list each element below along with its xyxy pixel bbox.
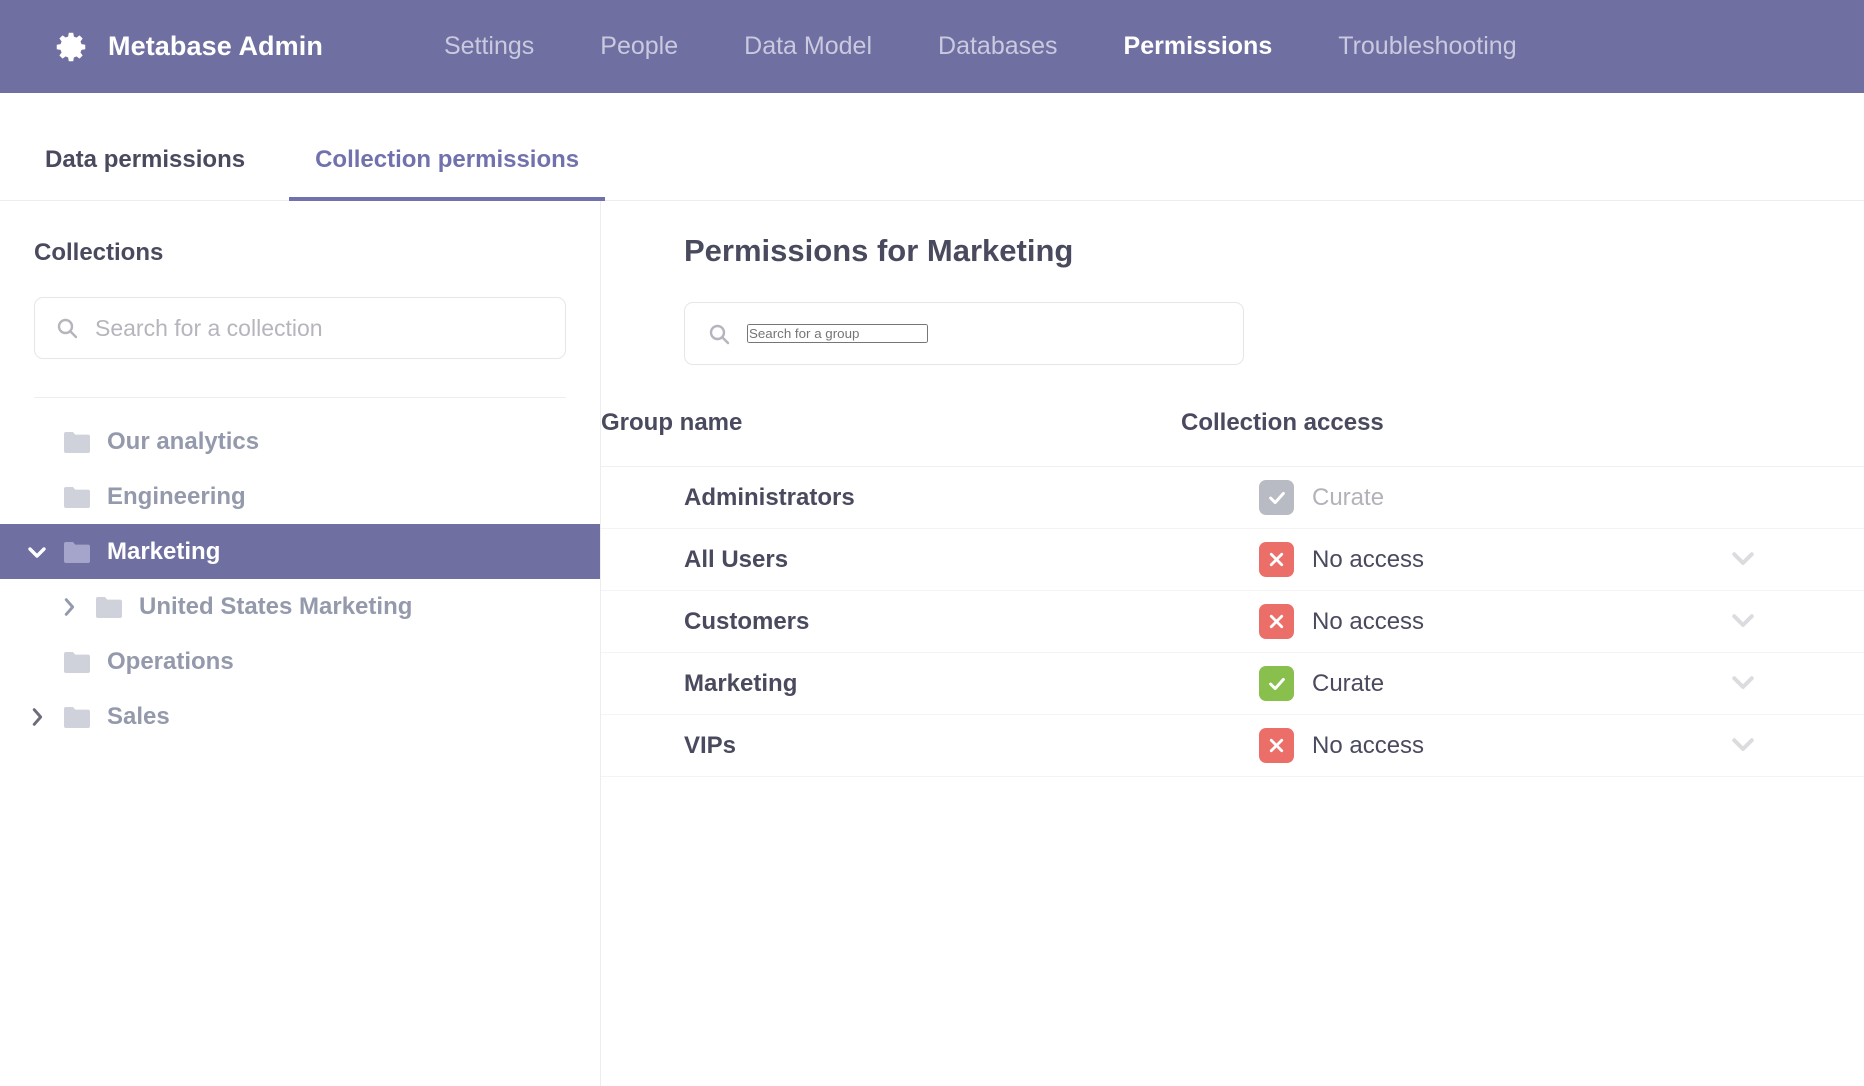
access-dropdown-cell	[1650, 466, 1864, 529]
folder-icon	[64, 431, 90, 453]
group-name-cell: Administrators	[601, 466, 1181, 529]
sidebar-divider	[34, 397, 566, 398]
folder-icon	[64, 651, 90, 673]
brand-logo[interactable]: Metabase Admin	[52, 28, 323, 66]
chevron-down-icon[interactable]	[1726, 665, 1760, 699]
column-header-group-name: Group name	[601, 409, 1181, 467]
sidebar-item-our-analytics[interactable]: Our analytics	[0, 414, 600, 469]
nav-link-permissions[interactable]: Permissions	[1123, 32, 1273, 60]
collection-search-box[interactable]	[34, 297, 566, 359]
sidebar-item-label: Our analytics	[107, 427, 260, 455]
sidebar-item-sales[interactable]: Sales	[0, 689, 600, 744]
table-row: VIPs No access	[601, 714, 1864, 777]
access-dropdown-cell[interactable]	[1650, 714, 1864, 777]
check-icon	[1259, 666, 1294, 701]
group-name-cell: VIPs	[601, 714, 1181, 777]
group-name-cell: Marketing	[601, 652, 1181, 715]
folder-icon	[96, 596, 122, 618]
column-header-spacer	[1650, 409, 1864, 467]
x-icon	[1259, 728, 1294, 763]
nav-link-data-model[interactable]: Data Model	[744, 32, 873, 60]
permissions-tabbar: Data permissions Collection permissions	[0, 93, 1864, 201]
group-name-cell: All Users	[601, 528, 1181, 591]
collection-access-cell: Curate	[1181, 466, 1650, 529]
table-row: Administrators Curate	[601, 466, 1864, 529]
gear-icon	[52, 28, 90, 66]
sidebar-item-engineering[interactable]: Engineering	[0, 469, 600, 524]
access-label: Curate	[1312, 483, 1385, 511]
chevron-right-icon[interactable]	[54, 596, 84, 618]
collection-access-cell[interactable]: No access	[1181, 714, 1650, 777]
sidebar-item-united-states-marketing[interactable]: United States Marketing	[0, 579, 600, 634]
folder-icon	[64, 541, 90, 563]
collections-sidebar: Collections Our analytics	[0, 201, 601, 1086]
group-search-input[interactable]	[747, 324, 928, 343]
nav-link-people[interactable]: People	[600, 32, 679, 60]
admin-top-nav: Metabase Admin Settings People Data Mode…	[0, 0, 1864, 93]
permissions-main-panel: Permissions for Marketing Group name Col…	[601, 201, 1864, 1086]
group-search-box[interactable]	[684, 302, 1244, 365]
sidebar-item-label: United States Marketing	[139, 592, 413, 620]
x-icon	[1259, 604, 1294, 639]
collection-access-cell[interactable]: Curate	[1181, 652, 1650, 715]
nav-links: Settings People Data Model Databases Per…	[411, 26, 1550, 67]
collection-search-input[interactable]	[95, 314, 545, 342]
group-search-wrap	[601, 302, 1864, 365]
chevron-down-icon[interactable]	[1726, 541, 1760, 575]
sidebar-item-marketing[interactable]: Marketing	[0, 524, 600, 579]
chevron-right-icon[interactable]	[22, 706, 52, 728]
search-icon	[707, 322, 731, 346]
sidebar-item-label: Operations	[107, 647, 234, 675]
access-label: No access	[1312, 607, 1425, 635]
table-row: Marketing Curate	[601, 652, 1864, 715]
access-dropdown-cell[interactable]	[1650, 590, 1864, 653]
folder-icon	[64, 706, 90, 728]
collections-tree: Our analytics Engineering Marketing	[0, 398, 600, 744]
tab-collection-permissions[interactable]: Collection permissions	[289, 146, 606, 201]
group-permissions-table: Group name Collection access Administrat…	[601, 409, 1864, 777]
table-row: All Users No access	[601, 528, 1864, 591]
sidebar-item-label: Sales	[107, 702, 170, 730]
column-header-collection-access: Collection access	[1181, 409, 1650, 467]
sidebar-item-operations[interactable]: Operations	[0, 634, 600, 689]
group-name-cell: Customers	[601, 590, 1181, 653]
sidebar-title: Collections	[34, 239, 164, 266]
sidebar-item-label: Engineering	[107, 482, 246, 510]
access-dropdown-cell[interactable]	[1650, 528, 1864, 591]
table-row: Customers No access	[601, 590, 1864, 653]
brand-title: Metabase Admin	[108, 31, 323, 61]
folder-icon	[64, 486, 90, 508]
collection-access-cell[interactable]: No access	[1181, 528, 1650, 591]
access-dropdown-cell[interactable]	[1650, 652, 1864, 715]
sidebar-header: Collections	[0, 201, 600, 398]
sidebar-item-label: Marketing	[107, 537, 221, 565]
check-icon	[1259, 480, 1294, 515]
collection-access-cell[interactable]: No access	[1181, 590, 1650, 653]
nav-link-troubleshooting[interactable]: Troubleshooting	[1338, 32, 1517, 60]
access-label: No access	[1312, 731, 1425, 759]
access-label: Curate	[1312, 669, 1385, 697]
tab-data-permissions[interactable]: Data permissions	[45, 146, 246, 173]
chevron-down-icon[interactable]	[1726, 603, 1760, 637]
table-header-row: Group name Collection access	[601, 409, 1864, 467]
nav-link-databases[interactable]: Databases	[938, 32, 1058, 60]
page-layout: Collections Our analytics	[0, 201, 1864, 1086]
nav-link-settings[interactable]: Settings	[443, 32, 535, 60]
chevron-down-icon[interactable]	[22, 540, 52, 564]
page-title: Permissions for Marketing	[684, 233, 1074, 268]
access-label: No access	[1312, 545, 1425, 573]
x-icon	[1259, 542, 1294, 577]
chevron-down-icon[interactable]	[1726, 727, 1760, 761]
search-icon	[55, 316, 79, 340]
